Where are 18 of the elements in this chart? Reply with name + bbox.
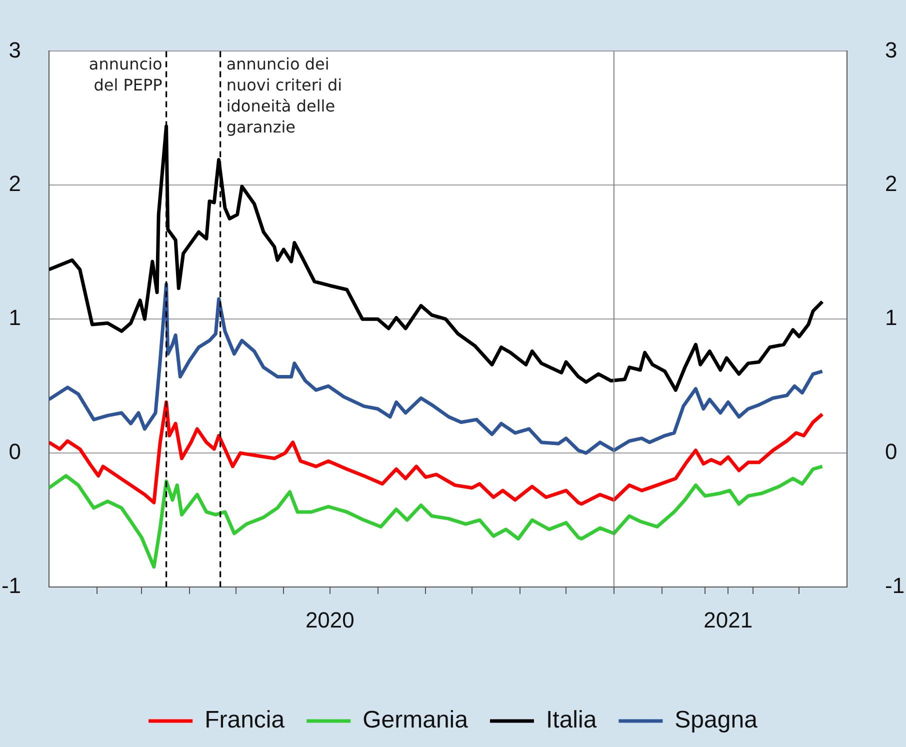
ref-line-label: annuncio dei nuovi criteri di idoneità delle garanzie <box>226 54 342 136</box>
y-tick-label: 3 <box>8 37 21 62</box>
y-tick-label: 2 <box>8 171 21 196</box>
legend-label: Germania <box>362 706 469 734</box>
legend-label: Francia <box>204 706 286 734</box>
y-tick-label: -1 <box>1 573 21 598</box>
y2-tick-label: 2 <box>885 171 898 196</box>
y2-tick-label: 1 <box>885 305 898 330</box>
ref-line-label: annuncio del PEPP <box>88 54 163 94</box>
y-tick-label: 0 <box>8 439 21 464</box>
y2-tick-label: 3 <box>885 37 898 62</box>
y2-tick-label: 0 <box>885 439 898 464</box>
legend-label: Spagna <box>674 706 758 734</box>
y-tick-label: 1 <box>8 305 21 330</box>
y2-tick-label: -1 <box>885 573 905 598</box>
legend-label: Italia <box>546 706 598 734</box>
x-tick-label: 2021 <box>704 607 753 632</box>
x-tick-label: 2020 <box>305 607 354 632</box>
